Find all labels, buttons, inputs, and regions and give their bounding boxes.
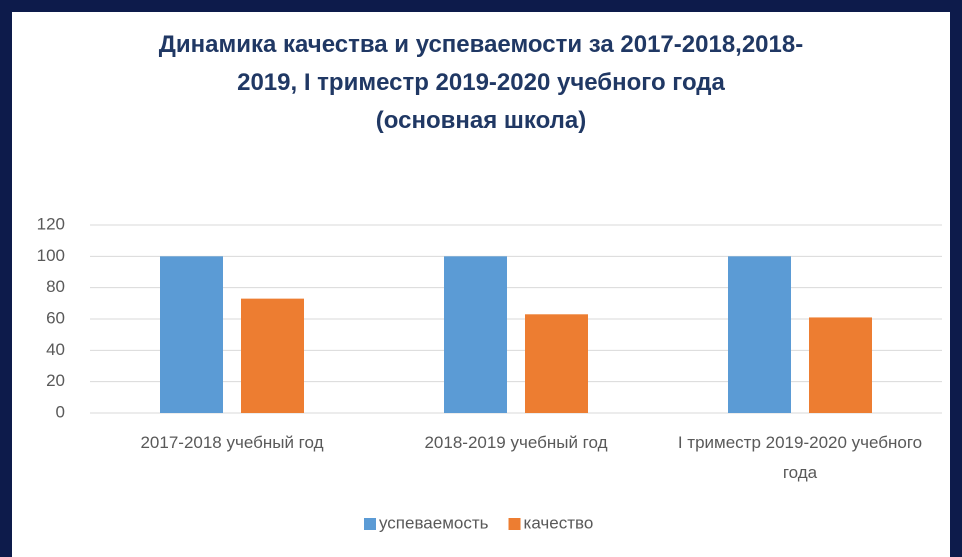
chart-title: Динамика качества и успеваемости за 2017… [158,31,804,134]
y-tick-label: 60 [46,308,65,327]
bar [241,298,304,413]
bar [160,256,223,413]
y-tick-label: 100 [37,246,65,265]
y-tick-label: 120 [37,214,65,233]
y-tick-label: 0 [56,402,65,421]
legend-label: качество [524,513,594,532]
y-tick-label: 40 [46,340,65,359]
y-tick-label: 20 [46,371,65,390]
bar [444,256,507,413]
x-tick-label: I триместр 2019-2020 учебного года [677,433,923,482]
legend-label: успеваемость [379,513,489,532]
x-tick-label: 2018-2019 учебный год [424,433,608,452]
legend-swatch [364,518,376,530]
bar [525,314,588,413]
y-tick-label: 80 [46,277,65,296]
bar [809,317,872,413]
legend-swatch [508,518,521,530]
x-tick-label: 2017-2018 учебный год [140,433,324,452]
bar [728,256,791,413]
